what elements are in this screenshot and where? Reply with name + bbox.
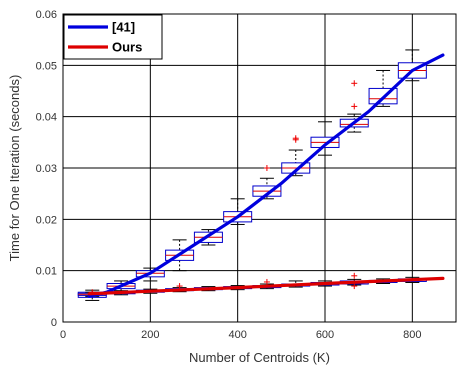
series-lines [87, 53, 445, 298]
grid [62, 13, 456, 323]
y-tick-label: 0.05 [36, 60, 57, 72]
y-tick-label: 0.01 [36, 266, 57, 278]
y-tick-label: 0.03 [36, 163, 57, 175]
y-tick-label: 0 [51, 317, 57, 329]
x-axis-label: Number of Centroids (K) [189, 350, 330, 365]
legend-label: Ours [112, 40, 142, 55]
x-tick-labels: 0 200 400 600 800 [60, 329, 422, 341]
series-line-41 [87, 53, 445, 298]
series-line-ours [87, 276, 445, 296]
y-tick-label: 0.02 [36, 214, 57, 226]
legend-box [63, 14, 163, 60]
y-tick-label: 0.04 [36, 112, 57, 124]
box-plot [310, 121, 340, 156]
x-tick-label: 800 [403, 329, 421, 341]
y-tick-labels: 0 0.01 0.02 0.03 0.04 0.05 0.06 [36, 9, 57, 329]
legend: [41] Ours [63, 14, 163, 60]
x-tick-label: 0 [60, 329, 66, 341]
plot-frame [62, 13, 457, 323]
x-tick-label: 400 [228, 329, 246, 341]
y-axis-label: Time for One Iteration (seconds) [7, 75, 22, 262]
legend-label: [41] [112, 20, 135, 35]
y-tick-label: 0.06 [36, 9, 57, 21]
x-tick-label: 200 [141, 329, 159, 341]
x-tick-label: 600 [316, 329, 334, 341]
